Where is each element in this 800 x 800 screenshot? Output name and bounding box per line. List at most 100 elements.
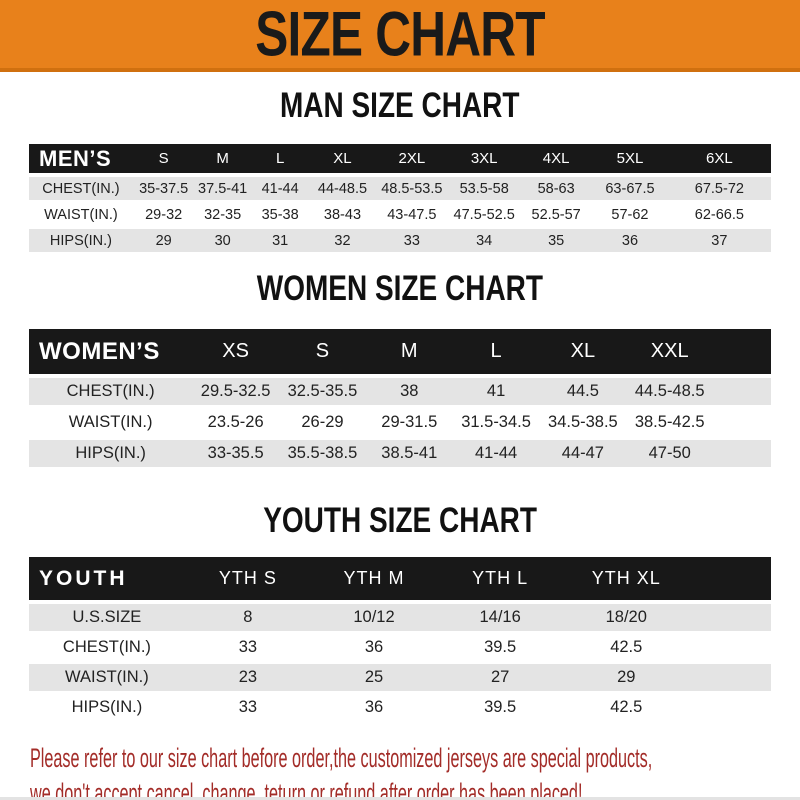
cell-value: 38 (400, 382, 419, 400)
column-header: S (315, 340, 330, 362)
footer-note-text-1: Please refer to our size chart before or… (30, 743, 653, 773)
cell-value: 32 (334, 232, 351, 249)
table-row: CHEST(IN.) 35-37.5 37.5-41 41-44 44-48.5 48.5… (29, 177, 771, 200)
men-size-table: MEN’S S M L XL 2XL 3XL 4XL 5XL 6XL CHEST(IN.) 35-37… (29, 144, 771, 252)
cell-value: 35-38 (261, 206, 299, 223)
cell-value: 37 (711, 232, 728, 249)
youth-size-table: YOUTH YTH S YTH M YTH L YTH XL U.S.SIZE 8 10/12… (29, 557, 771, 721)
cell-value: 47-50 (648, 444, 691, 462)
cell-value: 34 (476, 232, 493, 249)
footer-note: Please refer to our size chart before or… (30, 743, 800, 800)
cell-value: 29 (617, 668, 636, 686)
table-row: HIPS(IN.) 33 36 39.5 42.5 (29, 694, 771, 721)
cell-value: 29.5-32.5 (200, 382, 271, 400)
cell-value: 44.5 (566, 382, 599, 400)
column-header: YTH S (218, 568, 277, 588)
row-label: WAIST(IN.) (65, 668, 149, 686)
cell-value: 41-44 (474, 444, 518, 462)
cell-value: 34.5-38.5 (548, 413, 618, 431)
cell-value: 57-62 (611, 206, 649, 223)
table-corner-label: YOUTH (39, 566, 128, 590)
column-header: L (275, 150, 285, 167)
table-header-row: WOMEN’S XS S M L XL XXL (29, 329, 771, 374)
cell-value: 62-66.5 (694, 206, 744, 223)
row-label: WAIST(IN.) (44, 206, 118, 223)
man-size-chart-title: MAN SIZE CHART (280, 86, 520, 125)
cell-value: 38.5-42.5 (634, 413, 705, 431)
bottom-divider (0, 797, 800, 800)
cell-value: 39.5 (484, 638, 517, 656)
cell-value: 32-35 (204, 206, 242, 223)
column-header: 2XL (398, 150, 426, 167)
row-label: CHEST(IN.) (62, 638, 151, 656)
column-header: YTH XL (591, 568, 661, 588)
cell-value: 35 (548, 232, 565, 249)
women-size-chart-section: WOMEN SIZE CHART WOMEN’S XS S M L XL XXL CHEST(… (0, 271, 800, 467)
cell-value: 31.5-34.5 (461, 413, 531, 431)
cell-value: 25 (364, 668, 384, 686)
cell-value: 36 (364, 638, 384, 656)
women-size-chart-heading: WOMEN SIZE CHART (0, 271, 800, 311)
cell-value: 33-35.5 (207, 444, 264, 462)
cell-value: 41 (486, 382, 506, 400)
row-label: U.S.SIZE (72, 608, 142, 626)
table-row: HIPS(IN.) 29 30 31 32 33 34 35 36 37 (29, 229, 771, 252)
youth-size-chart-title: YOUTH SIZE CHART (263, 501, 537, 540)
column-header: XXL (650, 340, 689, 362)
cell-value: 42.5 (610, 698, 643, 716)
cell-value: 26-29 (301, 413, 344, 431)
cell-value: 44-47 (561, 444, 604, 462)
cell-value: 29-31.5 (381, 413, 438, 431)
column-header: L (490, 340, 502, 362)
cell-value: 36 (364, 698, 384, 716)
cell-value: 32.5-35.5 (287, 382, 358, 400)
cell-value: 47.5-52.5 (453, 206, 515, 223)
cell-value: 8 (243, 608, 253, 626)
row-label: WAIST(IN.) (68, 413, 153, 431)
table-row: CHEST(IN.) 33 36 39.5 42.5 (29, 634, 771, 661)
cell-value: 30 (214, 232, 231, 249)
cell-value: 67.5-72 (694, 180, 744, 197)
row-label: HIPS(IN.) (75, 444, 146, 462)
row-label: CHEST(IN.) (42, 180, 120, 197)
row-label: HIPS(IN.) (71, 698, 143, 716)
table-row: WAIST(IN.) 23.5-26 26-29 29-31.5 31.5-34.5 34… (29, 409, 771, 436)
cell-value: 23 (238, 668, 258, 686)
table-row: CHEST(IN.) 29.5-32.5 32.5-35.5 38 41 44.5 44.5… (29, 378, 771, 405)
cell-value: 38-43 (323, 206, 362, 223)
column-header: S (158, 150, 169, 167)
table-corner-label: MEN’S (39, 145, 112, 171)
table-row: WAIST(IN.) 29-32 32-35 35-38 38-43 43-47.5 47.… (29, 203, 771, 226)
column-header: 4XL (542, 150, 570, 167)
cell-value: 36 (621, 232, 639, 249)
women-size-table: WOMEN’S XS S M L XL XXL CHEST(IN.) 29.5-32.5 32.5… (29, 329, 771, 467)
banner-title: SIZE CHART (255, 0, 545, 70)
cell-value: 43-47.5 (387, 206, 437, 223)
man-size-chart-section: MAN SIZE CHART MEN’S S M L XL 2XL 3XL 4XL 5XL 6XL… (0, 88, 800, 252)
column-header: M (216, 150, 229, 167)
column-header: XS (222, 340, 249, 362)
cell-value: 44-48.5 (317, 180, 368, 197)
youth-size-chart-section: YOUTH SIZE CHART YOUTH YTH S YTH M YTH L YTH… (0, 503, 800, 721)
cell-value: 33 (238, 698, 258, 716)
column-header: M (400, 340, 418, 362)
cell-value: 18/20 (605, 608, 647, 626)
cell-value: 52.5-57 (531, 206, 581, 223)
column-header: YTH M (343, 568, 405, 588)
cell-value: 44.5-48.5 (634, 382, 705, 400)
man-size-chart-heading: MAN SIZE CHART (0, 88, 800, 128)
cell-value: 33 (238, 638, 258, 656)
table-corner-label: WOMEN’S (39, 337, 160, 365)
footer-note-line-1: Please refer to our size chart before or… (30, 743, 800, 778)
table-row: HIPS(IN.) 33-35.5 35.5-38.5 38.5-41 41-44 44-… (29, 440, 771, 467)
cell-value: 42.5 (610, 638, 643, 656)
footer-note-line-2: we don't accept cancel, change, teturn o… (30, 778, 800, 800)
table-header-row: YOUTH YTH S YTH M YTH L YTH XL (29, 557, 771, 600)
cell-value: 23.5-26 (207, 413, 264, 431)
cell-value: 33 (403, 232, 420, 249)
cell-value: 14/16 (479, 608, 521, 626)
footer-note-text-2: we don't accept cancel, change, teturn o… (30, 778, 583, 800)
table-header-row: MEN’S S M L XL 2XL 3XL 4XL 5XL 6XL (29, 144, 771, 173)
row-label: CHEST(IN.) (66, 382, 155, 400)
